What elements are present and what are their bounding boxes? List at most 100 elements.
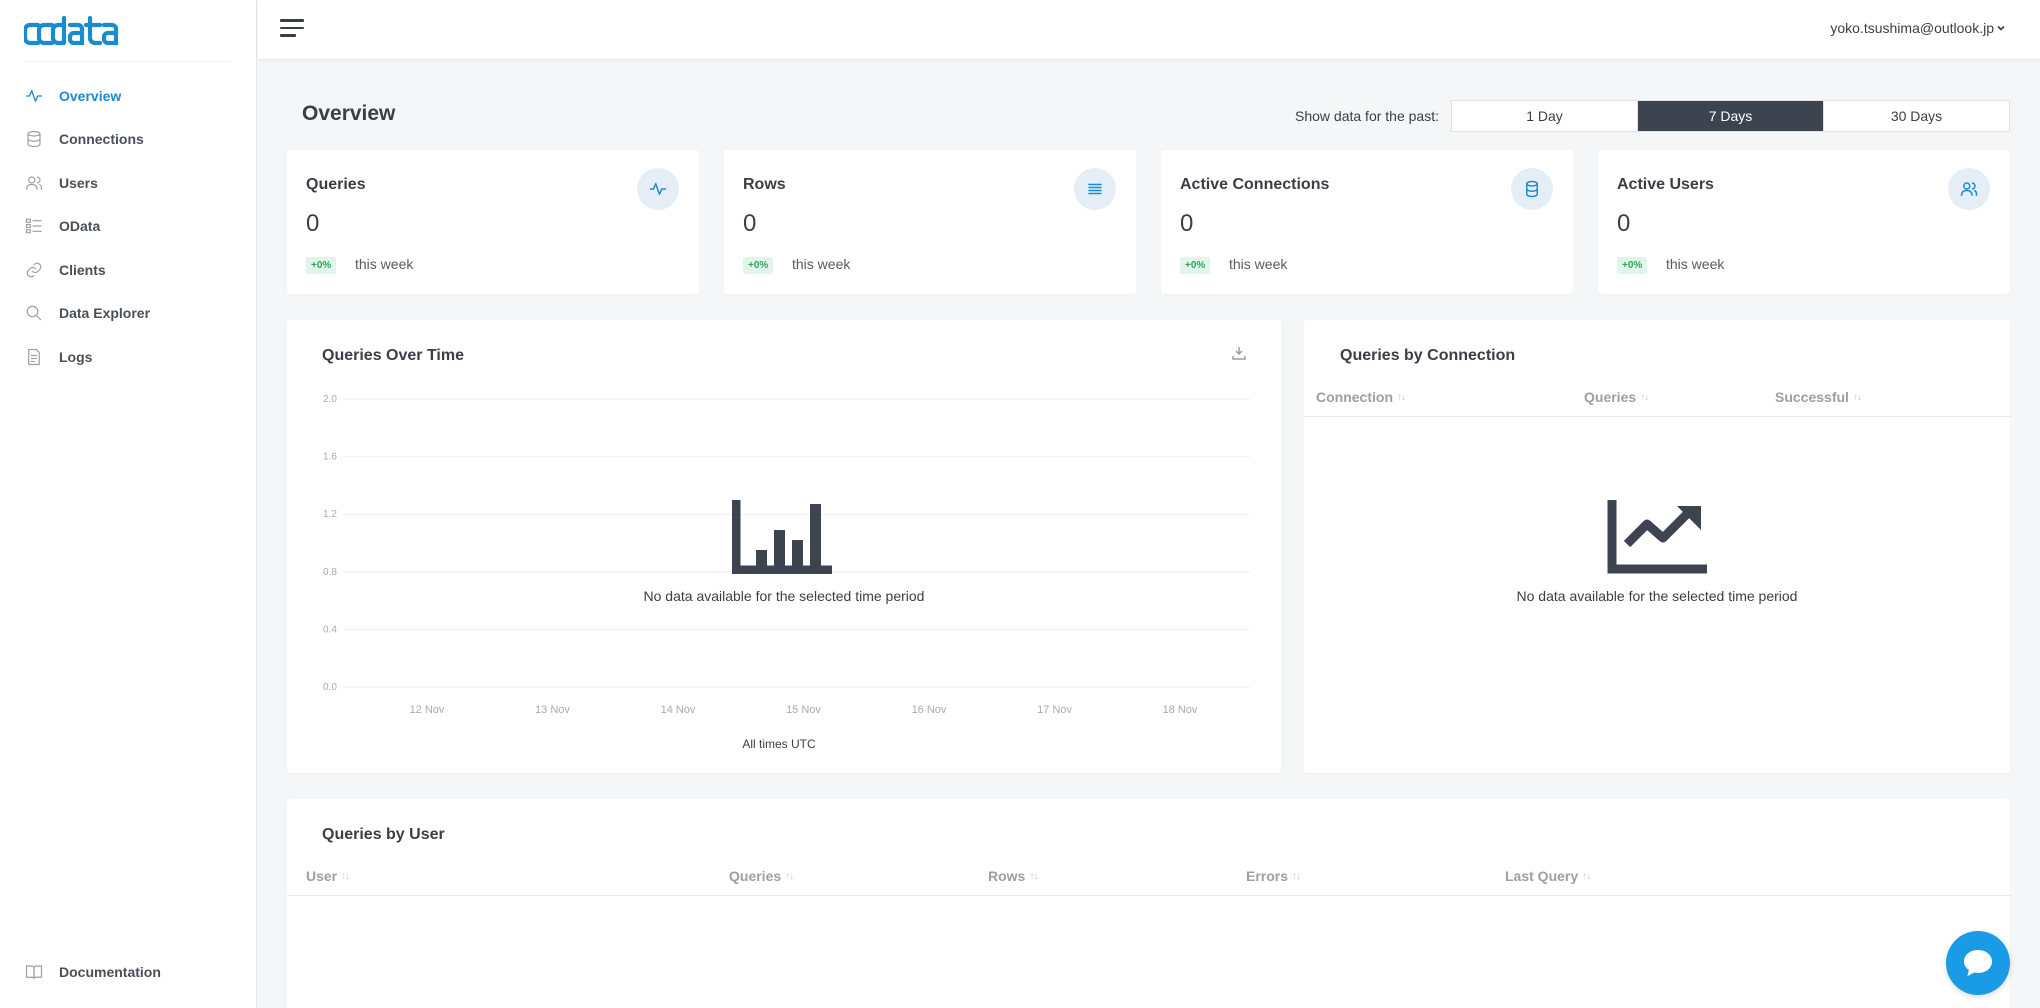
x-tick-label: 17 Nov — [1037, 704, 1072, 716]
x-tick-label: 18 Nov — [1163, 704, 1198, 716]
sidebar-item-data-explorer[interactable]: Data Explorer — [0, 292, 257, 336]
sort-icon: ↑↓ — [1029, 870, 1038, 882]
y-tick-label: 2.0 — [323, 394, 337, 405]
sort-icon: ↑↓ — [341, 870, 350, 882]
book-icon — [24, 962, 44, 982]
sort-icon: ↑↓ — [1397, 391, 1406, 403]
activity-icon — [637, 168, 679, 210]
range-1-day-button[interactable]: 1 Day — [1452, 101, 1638, 131]
column-header-rows[interactable]: Rows ↑↓ — [988, 868, 1038, 884]
sidebar-item-label: Connections — [59, 131, 144, 148]
queries-by-connection-panel: Queries by Connection Connection ↑↓ Queri… — [1304, 320, 2010, 773]
database-icon — [1511, 168, 1553, 210]
stat-card-active-connections: Active Connections 0 +0% this week — [1161, 150, 1573, 294]
stat-value: 0 — [1180, 210, 1194, 237]
logo-divider — [24, 61, 229, 62]
download-icon[interactable] — [1232, 346, 1246, 360]
stat-title: Active Connections — [1180, 176, 1330, 193]
table-header: Connection ↑↓ Queries ↑↓ Successful ↑↓ — [1304, 377, 2010, 417]
x-tick-label: 15 Nov — [786, 704, 821, 716]
range-30-days-button[interactable]: 30 Days — [1890, 108, 1943, 124]
sidebar-item-label: Clients — [59, 261, 106, 278]
chat-icon — [1964, 950, 1992, 976]
y-tick-label: 1.6 — [323, 452, 337, 463]
column-header-user[interactable]: User ↑↓ — [306, 868, 350, 884]
x-tick-label: 14 Nov — [661, 704, 696, 716]
stat-note: this week — [355, 256, 414, 272]
sidebar-nav: Overview Connections Users OData Clients — [0, 74, 257, 379]
queries-over-time-panel: Queries Over Time 2.0 1.6 1.2 0.8 0.4 0.0 12 N… — [287, 320, 1281, 773]
sidebar-item-connections[interactable]: Connections — [0, 118, 257, 162]
bar-chart-icon — [732, 500, 832, 574]
sidebar-item-users[interactable]: Users — [0, 161, 257, 205]
search-icon — [24, 303, 44, 323]
sidebar-item-label: Documentation — [59, 963, 161, 980]
chat-button[interactable] — [1946, 931, 2010, 995]
sidebar-item-label: OData — [59, 218, 101, 235]
stat-change-badge: +0% — [1617, 257, 1648, 274]
chart-footer: All times UTC — [742, 737, 816, 751]
sort-icon: ↑↓ — [1852, 391, 1862, 403]
file-icon — [24, 347, 44, 367]
sort-icon: ↑↓ — [785, 870, 794, 882]
stat-value: 0 — [743, 210, 757, 237]
stat-change-badge: +0% — [743, 257, 774, 274]
panel-title: Queries Over Time — [322, 347, 464, 364]
sidebar-item-clients[interactable]: Clients — [0, 248, 257, 292]
sidebar-item-overview[interactable]: Overview — [0, 74, 257, 118]
sidebar-item-odata[interactable]: OData — [0, 205, 257, 249]
stat-note: this week — [1666, 256, 1725, 272]
column-header-queries[interactable]: Queries ↑↓ — [1584, 389, 1649, 405]
panel-title: Queries by Connection — [1340, 347, 1516, 364]
top-bar: yoko.tsushima@outlook.jp — [258, 0, 2040, 60]
column-header-errors[interactable]: Errors ↑↓ — [1246, 868, 1301, 884]
stat-change-badge: +0% — [306, 257, 337, 274]
sidebar: Overview Connections Users OData Clients — [0, 0, 257, 1008]
users-icon — [24, 173, 44, 193]
stat-change-badge: +0% — [1180, 257, 1211, 274]
sidebar-item-logs[interactable]: Logs — [0, 335, 257, 379]
activity-icon — [24, 86, 44, 106]
sidebar-item-label: Overview — [59, 87, 122, 104]
sidebar-item-label: Users — [59, 174, 98, 191]
cdata-logo[interactable] — [24, 16, 144, 50]
sidebar-item-documentation[interactable]: Documentation — [0, 950, 161, 994]
database-icon — [24, 129, 44, 149]
sort-icon: ↑↓ — [1582, 870, 1591, 882]
range-selector: 1 Day 7 Days 30 Days — [1451, 100, 2010, 132]
list-icon — [24, 216, 44, 236]
range-label: Show data for the past: — [1295, 108, 1439, 124]
rows-icon — [1074, 168, 1116, 210]
stat-value: 0 — [306, 210, 320, 237]
queries-by-user-panel: Queries by User User ↑↓ Queries ↑↓ Rows ↑↓ … — [287, 799, 2010, 1008]
user-menu[interactable]: yoko.tsushima@outlook.jp — [1830, 20, 2006, 36]
column-header-last-query[interactable]: Last Query ↑↓ — [1505, 868, 1591, 884]
panel-title: Queries by User — [322, 826, 445, 843]
empty-state-text: No data available for the selected time … — [643, 588, 925, 604]
stat-value: 0 — [1617, 210, 1631, 237]
stat-title: Queries — [306, 176, 366, 193]
stat-title: Active Users — [1617, 176, 1714, 193]
range-7-days-button[interactable]: 7 Days — [1638, 101, 1824, 131]
stat-card-active-users: Active Users 0 +0% this week — [1598, 150, 2010, 294]
page-title: Overview — [302, 102, 396, 125]
column-header-connection[interactable]: Connection ↑↓ — [1316, 389, 1406, 405]
x-tick-label: 13 Nov — [535, 704, 570, 716]
link-icon — [24, 260, 44, 280]
chevron-down-icon — [1997, 25, 2005, 31]
user-email: yoko.tsushima@outlook.jp — [1830, 20, 1994, 36]
sidebar-item-label: Logs — [59, 348, 93, 365]
sort-icon: ↑↓ — [1640, 391, 1649, 403]
column-header-queries[interactable]: Queries ↑↓ — [729, 868, 794, 884]
menu-toggle-icon[interactable] — [280, 19, 304, 39]
table-header: User ↑↓ Queries ↑↓ Rows ↑↓ Errors ↑↓ Last Qu… — [287, 856, 2010, 896]
stat-card-rows: Rows 0 +0% this week — [724, 150, 1136, 294]
trend-chart-icon — [1607, 500, 1707, 574]
column-header-successful[interactable]: Successful ↑↓ — [1775, 389, 1862, 405]
users-icon — [1948, 168, 1990, 210]
stat-note: this week — [1229, 256, 1288, 272]
sort-icon: ↑↓ — [1292, 870, 1301, 882]
y-tick-label: 0.4 — [323, 624, 337, 635]
stat-title: Rows — [743, 176, 786, 193]
y-tick-label: 1.2 — [323, 509, 337, 520]
